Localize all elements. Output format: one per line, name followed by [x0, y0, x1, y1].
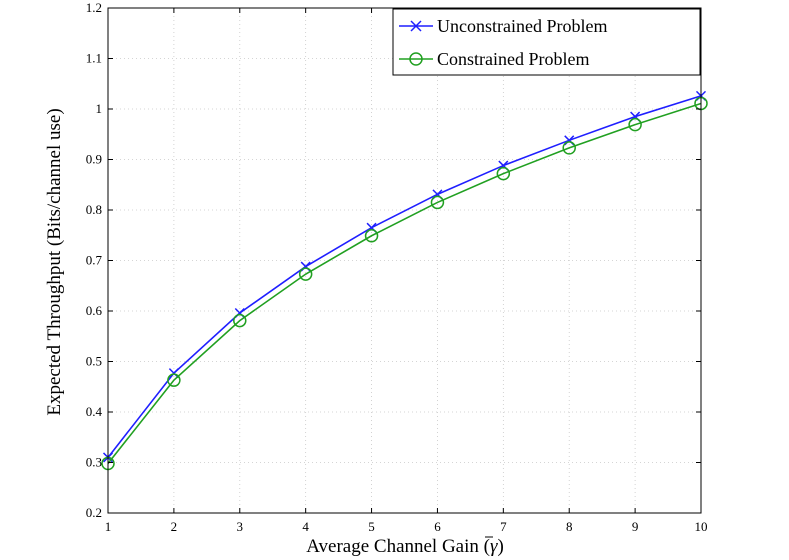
series-line-constrained [107, 102, 702, 465]
y-tick-label: 0.2 [86, 505, 102, 520]
legend: Unconstrained Problem Constrained Proble… [392, 8, 701, 76]
x-tick-label: 2 [171, 519, 178, 534]
legend-marker-unconstrained [410, 20, 422, 32]
y-tick-label: 1.2 [86, 0, 102, 15]
x-tick-label: 9 [632, 519, 639, 534]
y-tick-label: 0.7 [86, 253, 103, 268]
x-axis-title: Average Channel Gain (γ) [306, 536, 504, 557]
data-point-constrained [430, 195, 445, 210]
y-tick-label: 0.4 [86, 404, 103, 419]
grid-lines [108, 8, 701, 513]
gamma-symbol: γ [490, 536, 498, 557]
y-tick-label: 0.5 [86, 354, 102, 369]
x-tick-label: 1 [105, 519, 112, 534]
x-tick-label: 4 [302, 519, 309, 534]
y-tick-label: 1 [96, 101, 103, 116]
x-axis-title-close: ) [497, 536, 503, 557]
data-point-constrained [496, 166, 511, 181]
series-layer [101, 90, 708, 471]
x-tick-label: 10 [695, 519, 708, 534]
legend-marker-constrained [409, 52, 423, 66]
data-point-constrained [364, 229, 379, 243]
data-point-unconstrained [168, 368, 179, 379]
x-tick-label: 6 [434, 519, 441, 534]
axis-ticks: 1 2 3 4 5 6 7 8 9 10 0.2 0.3 0.4 0.5 0.6 0.7 0.8 0.9 1 1.1 1… [86, 0, 708, 534]
x-tick-label: 8 [566, 519, 573, 534]
data-point-constrained [298, 267, 313, 281]
x-axis-title-text: Average Channel Gain ( [306, 536, 490, 557]
data-point-constrained [167, 373, 181, 387]
y-axis-title: Expected Throughput (Bits/channel use) [44, 108, 65, 415]
y-tick-label: 0.3 [86, 455, 102, 470]
legend-box [392, 8, 701, 76]
y-tick-label: 0.9 [86, 152, 102, 167]
data-point-constrained [562, 141, 576, 155]
x-tick-label: 7 [500, 519, 507, 534]
data-point-constrained [628, 117, 642, 132]
y-tick-label: 0.6 [86, 303, 103, 318]
data-point-constrained [233, 313, 247, 328]
y-tick-label: 1.1 [86, 51, 102, 66]
y-tick-label: 0.8 [86, 202, 102, 217]
legend-label-unconstrained: Unconstrained Problem [437, 16, 607, 36]
x-tick-label: 3 [237, 519, 244, 534]
x-tick-label: 5 [368, 519, 375, 534]
legend-label-constrained: Constrained Problem [437, 49, 589, 69]
series-line-unconstrained [107, 95, 702, 458]
